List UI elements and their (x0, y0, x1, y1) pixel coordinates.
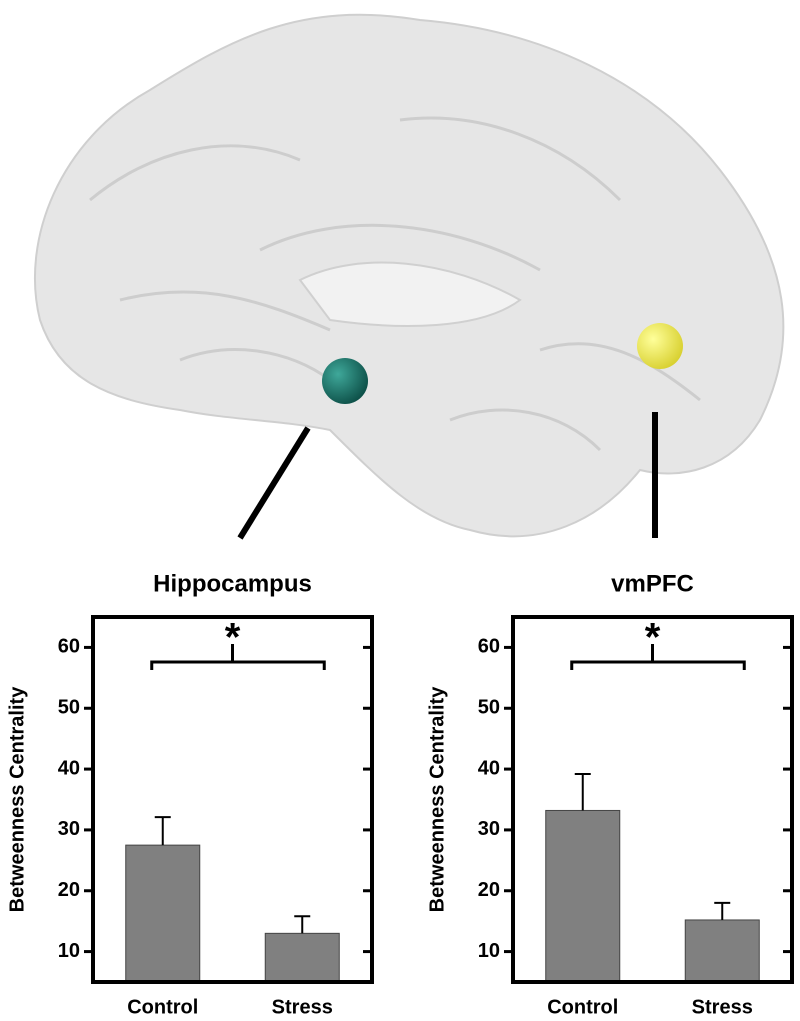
y-tick-label: 20 (478, 879, 500, 901)
y-tick-label: 40 (58, 757, 80, 779)
y-axis-label: Betweenness Centrality (6, 686, 28, 913)
significance-star: * (225, 616, 241, 660)
chart-title: Hippocampus (153, 570, 312, 597)
x-tick-label: Control (127, 996, 198, 1018)
y-tick-label: 50 (478, 697, 500, 719)
y-tick-label: 40 (478, 757, 500, 779)
y-tick-label: 10 (478, 940, 500, 962)
y-tick-label: 50 (58, 697, 80, 719)
x-tick-label: Control (547, 996, 618, 1018)
y-tick-label: 30 (58, 818, 80, 840)
y-tick-label: 10 (58, 940, 80, 962)
y-axis-label: Betweenness Centrality (426, 686, 448, 913)
y-tick-label: 20 (58, 879, 80, 901)
pointer-line (237, 426, 311, 540)
hippocampus-node (322, 358, 368, 404)
bar (264, 932, 340, 983)
bar (684, 919, 760, 983)
plot-frame (91, 615, 374, 984)
y-tick-label: 60 (58, 636, 80, 658)
plot-frame (511, 615, 794, 984)
x-tick-label: Stress (272, 996, 333, 1018)
chart-title: vmPFC (611, 570, 694, 597)
significance-bracket (570, 644, 746, 670)
bar (125, 844, 201, 983)
bar (545, 809, 621, 983)
x-tick-label: Stress (692, 996, 753, 1018)
brain (33, 13, 785, 538)
y-tick-label: 60 (478, 636, 500, 658)
significance-bracket (150, 644, 326, 670)
y-tick-label: 30 (478, 818, 500, 840)
significance-star: * (645, 616, 661, 660)
vmpfc-node (637, 323, 683, 369)
